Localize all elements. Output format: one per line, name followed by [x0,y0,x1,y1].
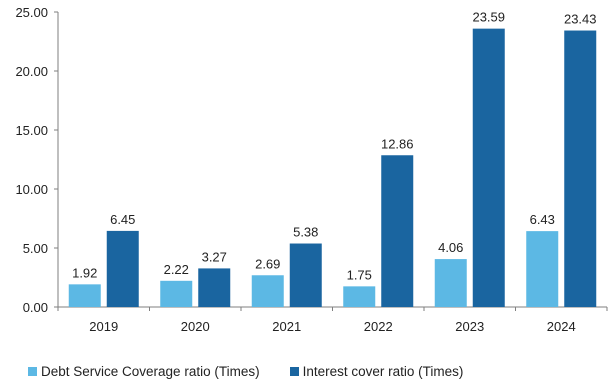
bar-dscr [68,284,101,307]
bar-dscr [526,231,559,307]
legend-label-dscr: Debt Service Coverage ratio (Times) [41,364,260,379]
data-label: 12.86 [381,136,414,151]
bar-dscr [160,280,193,307]
bar-icr [289,243,322,307]
bar-dscr [251,275,284,307]
y-axis: 0.00 5.00 10.00 15.00 20.00 25.00 [15,5,59,315]
y-tick-label: 25.00 [15,5,48,20]
data-label: 5.38 [293,225,318,240]
legend: Debt Service Coverage ratio (Times) Inte… [28,364,493,379]
legend-item-dscr: Debt Service Coverage ratio (Times) [28,364,260,379]
data-label: 1.92 [72,265,97,280]
x-tick-label: 2022 [364,319,393,334]
bar-icr [198,268,231,307]
x-tick-label: 2021 [272,319,301,334]
legend-label-icr: Interest cover ratio (Times) [302,364,464,379]
x-axis: 2019 2020 2021 2022 2023 2024 [57,306,608,334]
bar-dscr [343,286,376,307]
bar-icr [564,30,597,307]
data-label: 23.43 [564,12,597,27]
data-labels: 1.92 6.45 2.22 3.27 2.69 5.38 1.75 12.86 4.06 23.… [72,10,596,283]
y-tick-label: 0.00 [23,300,48,315]
legend-swatch-icr [289,367,299,376]
x-tick-label: 2023 [455,319,484,334]
y-tick-label: 10.00 [15,182,48,197]
x-tick-label: 2019 [89,319,118,334]
bar-icr [381,155,414,307]
data-label: 1.75 [347,267,372,282]
y-tick-label: 15.00 [15,123,48,138]
y-tick-label: 20.00 [15,64,48,79]
bar-icr [106,230,139,307]
data-label: 2.22 [164,262,189,277]
data-label: 2.69 [255,256,280,271]
legend-swatch-dscr [28,367,37,376]
y-tick-label: 5.00 [23,241,48,256]
data-label: 3.27 [202,249,227,264]
x-tick-label: 2020 [181,319,210,334]
data-label: 4.06 [438,240,463,255]
legend-item-icr: Interest cover ratio (Times) [289,364,464,379]
data-label: 6.43 [530,212,555,227]
data-label: 6.45 [110,212,135,227]
bars [68,28,597,307]
bar-dscr [434,259,467,307]
bar-icr [472,28,505,307]
data-label: 23.59 [472,10,505,25]
x-tick-label: 2024 [547,319,576,334]
